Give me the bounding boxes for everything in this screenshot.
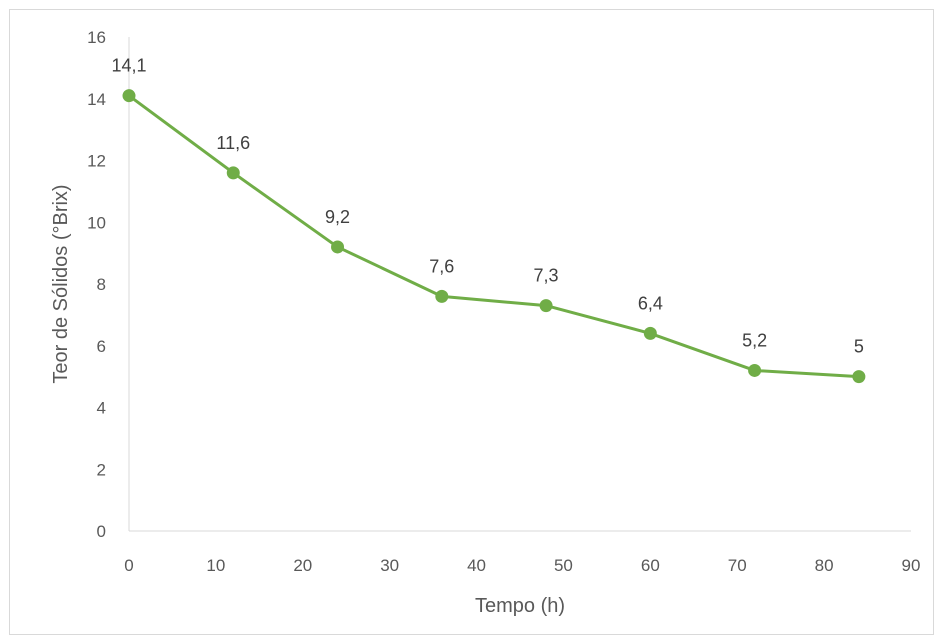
x-tick-label: 50	[554, 556, 573, 575]
x-tick-label: 60	[641, 556, 660, 575]
x-axis-title: Tempo (h)	[475, 595, 565, 617]
y-tick-label: 4	[97, 399, 106, 418]
data-label: 6,4	[638, 293, 663, 313]
data-point-marker	[122, 89, 136, 103]
data-point-marker	[435, 289, 449, 303]
x-tick-label: 70	[728, 556, 747, 575]
series-layer: 14,1 11,6 9,2 7,6 7,3 6,4 5,2 5	[111, 56, 866, 384]
x-tick-label: 10	[206, 556, 225, 575]
series-line	[127, 94, 861, 379]
data-label: 7,6	[429, 256, 454, 276]
data-label: 9,2	[325, 207, 350, 227]
y-tick-label: 8	[97, 275, 106, 294]
data-point-marker	[331, 240, 345, 254]
data-label: 14,1	[111, 56, 146, 76]
x-tick-label: 0	[124, 556, 133, 575]
data-point-marker	[748, 363, 762, 377]
data-label: 5	[854, 337, 864, 357]
y-tick-label: 10	[87, 213, 106, 232]
x-tick-label: 90	[902, 556, 921, 575]
y-tick-label: 0	[97, 522, 106, 541]
data-label: 5,2	[742, 330, 767, 350]
data-point-marker	[852, 370, 866, 384]
y-axis-title: Teor de Sólidos (°Brix)	[50, 184, 72, 383]
data-point-marker	[539, 299, 553, 313]
x-axis-tick-labels: 0 10 20 30 40 50 60 70 80 90	[124, 556, 920, 575]
data-label: 7,3	[534, 266, 559, 286]
y-tick-label: 14	[87, 90, 106, 109]
data-label: 11,6	[216, 133, 250, 153]
y-tick-label: 12	[87, 152, 106, 171]
x-tick-label: 30	[380, 556, 399, 575]
data-point-marker	[226, 166, 240, 180]
y-axis-tick-labels: 0 2 4 6 8 10 12 14 16	[87, 28, 106, 541]
y-tick-label: 6	[97, 337, 106, 356]
y-tick-label: 2	[97, 460, 106, 479]
x-tick-label: 40	[467, 556, 486, 575]
data-point-marker	[643, 326, 657, 340]
x-tick-label: 80	[815, 556, 834, 575]
x-tick-label: 20	[293, 556, 312, 575]
y-tick-label: 16	[87, 28, 106, 47]
